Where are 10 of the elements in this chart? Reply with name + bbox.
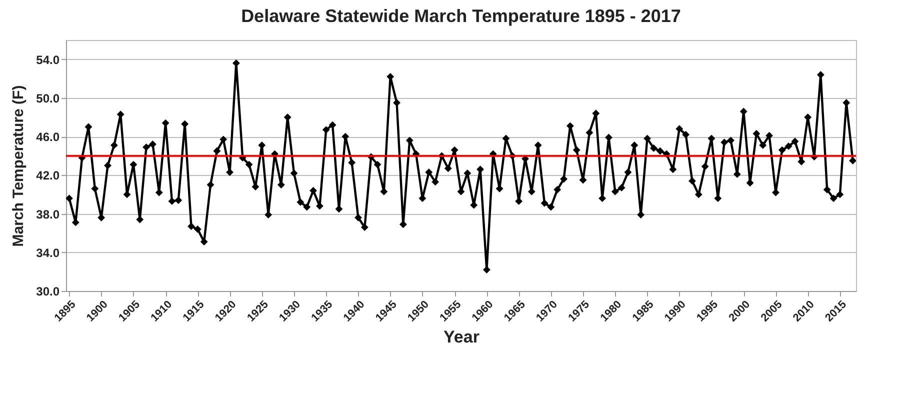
y-tick-label: 34.0	[36, 246, 60, 260]
y-tick-label: 54.0	[36, 52, 60, 67]
y-tick-label: 38.0	[36, 207, 60, 222]
y-tick-label: 30.0	[36, 284, 60, 298]
y-tick-label: 50.0	[36, 91, 60, 106]
y-axis-title: March Temperature (F)	[10, 85, 28, 247]
y-tick-label: 42.0	[36, 168, 60, 183]
y-tick-label: 46.0	[36, 130, 60, 144]
chart-title: Delaware Statewide March Temperature 1895 - 2017	[241, 6, 681, 26]
x-axis-title: Year	[444, 328, 480, 347]
